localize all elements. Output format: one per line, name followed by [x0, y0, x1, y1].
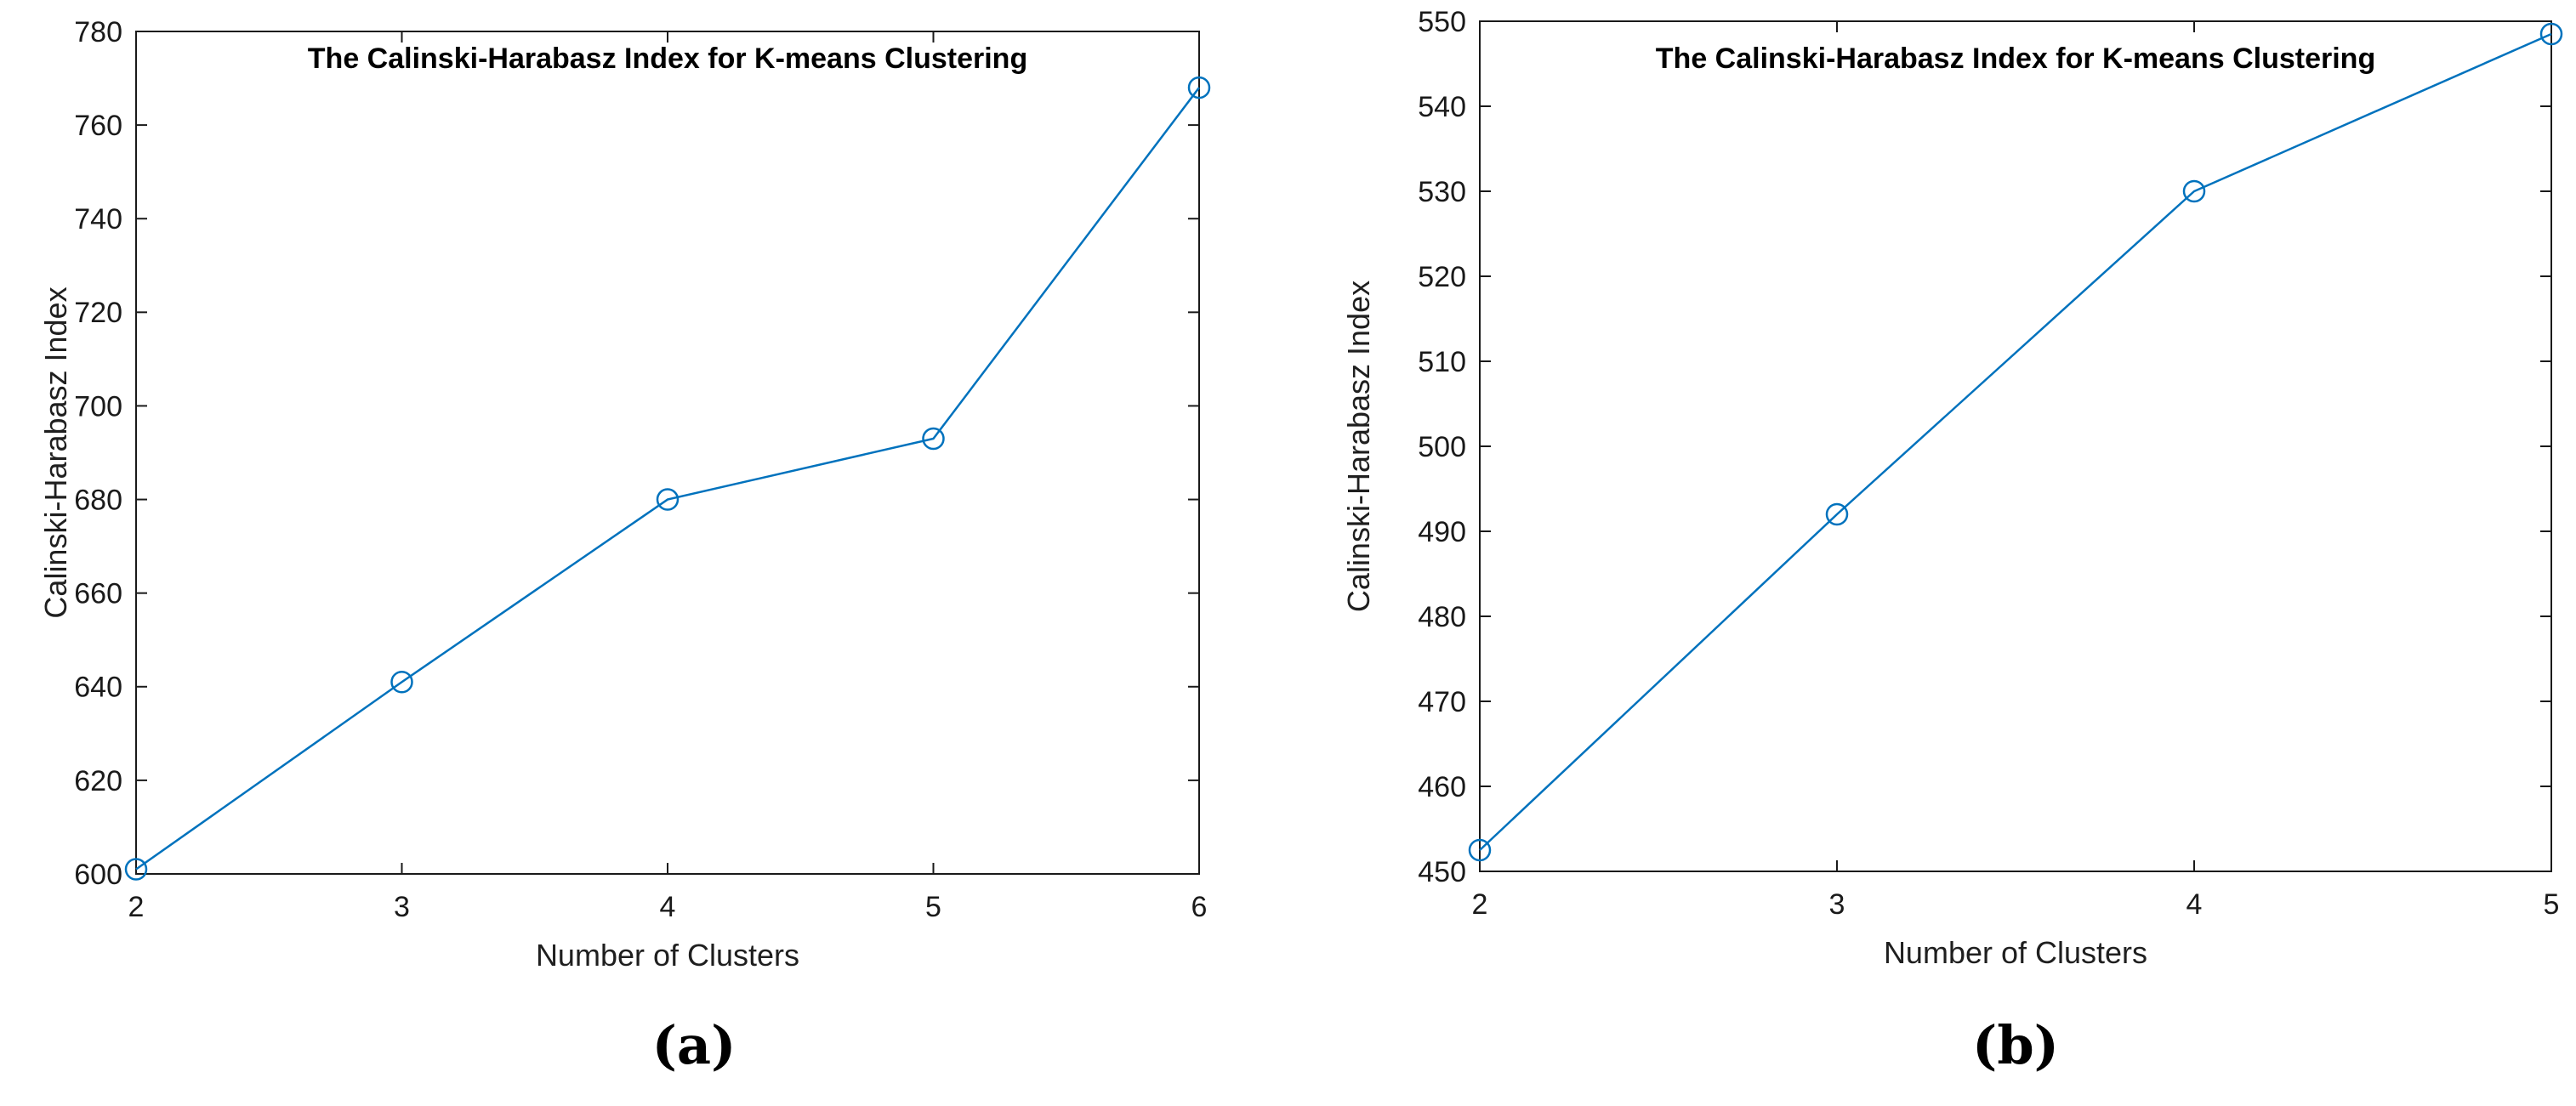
- chart-a-canvas: 2 3 4 5 6 600 620 640 660 680 700 720 740 760 780 The C…: [38, 16, 1211, 973]
- y-tick-label: 550: [1418, 6, 1466, 38]
- y-tick-label: 510: [1418, 346, 1466, 378]
- data-point-marker: [1468, 838, 1492, 862]
- y-tick-label: 450: [1418, 856, 1466, 888]
- y-tick-label: 520: [1418, 261, 1466, 293]
- chart-title: The Calinski-Harabasz Index for K-means …: [1656, 43, 2375, 75]
- plot-border: [135, 31, 1200, 875]
- y-tick-label: 660: [74, 578, 122, 610]
- y-tick-label: 530: [1418, 176, 1466, 208]
- y-tick-label: 490: [1418, 516, 1466, 548]
- chart-b-figure: 2 3 4 5 450 460 470 480 490 500 510 520 530 540 550 The…: [1288, 0, 2576, 1106]
- data-point-marker: [1825, 502, 1849, 526]
- data-point-marker: [656, 488, 680, 511]
- chart-b-caption: (b): [1971, 1014, 2060, 1076]
- y-tick-label: 680: [74, 484, 122, 516]
- y-tick-label: 600: [74, 859, 122, 891]
- data-point-marker: [124, 858, 148, 881]
- y-tick-label: 540: [1418, 91, 1466, 123]
- y-tick-label: 500: [1418, 431, 1466, 463]
- data-point-marker: [2539, 22, 2563, 46]
- chart-a-figure: 2 3 4 5 6 600 620 640 660 680 700 720 740 760 780 The C…: [38, 16, 1211, 1076]
- x-tick-label: 4: [2186, 888, 2203, 921]
- y-tick-label: 640: [74, 672, 122, 704]
- x-tick-label: 3: [1829, 888, 1845, 921]
- data-point-marker: [2182, 179, 2206, 203]
- x-tick-label: 5: [2544, 888, 2560, 921]
- data-point-marker: [922, 427, 945, 451]
- data-point-marker: [390, 671, 413, 694]
- y-axis-label: Calinski-Harabasz Index: [38, 286, 73, 618]
- y-tick-label: 760: [74, 110, 122, 142]
- y-tick-label: 620: [74, 765, 122, 797]
- y-tick-label: 480: [1418, 601, 1466, 633]
- x-tick-label: 3: [394, 891, 410, 923]
- series-line: [1479, 32, 2552, 851]
- x-tick-label: 4: [660, 891, 676, 923]
- x-axis-label: Number of Clusters: [536, 938, 799, 973]
- data-point-marker: [1187, 76, 1211, 99]
- chart-b-canvas: 2 3 4 5 450 460 470 480 490 500 510 520 530 540 550 The…: [1341, 6, 2563, 970]
- x-tick-label: 2: [1472, 888, 1488, 921]
- y-tick-label: 780: [74, 16, 122, 48]
- chart-title: The Calinski-Harabasz Index for K-means …: [308, 43, 1027, 75]
- plot-border: [1479, 20, 2552, 872]
- y-tick-label: 470: [1418, 686, 1466, 718]
- y-tick-label: 700: [74, 390, 122, 423]
- y-axis-label: Calinski-Harabasz Index: [1341, 281, 1376, 612]
- x-tick-label: 6: [1191, 891, 1208, 923]
- x-tick-label: 5: [925, 891, 941, 923]
- y-tick-label: 740: [74, 203, 122, 235]
- y-tick-label: 460: [1418, 771, 1466, 803]
- x-tick-label: 2: [128, 891, 145, 923]
- series-line: [135, 87, 1200, 871]
- x-axis-label: Number of Clusters: [1884, 935, 2147, 970]
- chart-a-caption: (a): [651, 1014, 736, 1076]
- y-tick-label: 720: [74, 297, 122, 329]
